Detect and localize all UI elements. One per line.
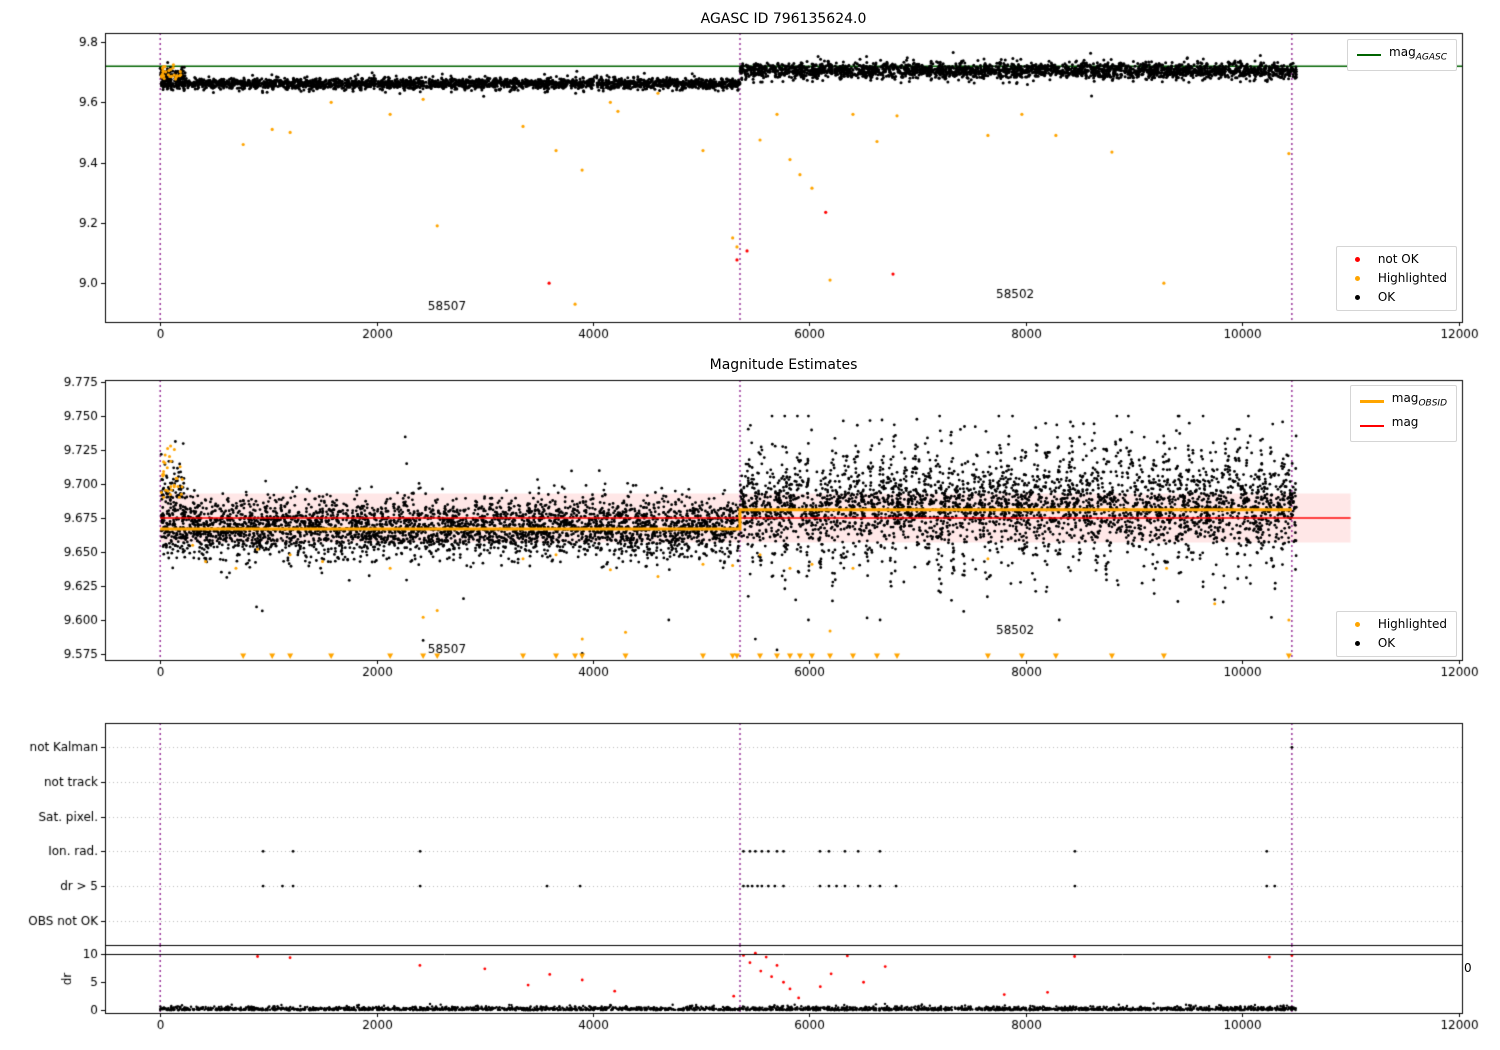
- legend-entry-mag: mag: [1359, 415, 1447, 435]
- plot1-title: AGASC ID 796135624.0: [700, 11, 867, 27]
- plot2-line-legend: magOBSID mag: [1349, 385, 1457, 442]
- legend-entry-highlighted2: Highlighted: [1346, 617, 1447, 632]
- legend-label: mag: [1391, 415, 1419, 430]
- legend-label: OK: [1377, 636, 1396, 650]
- highlighted-dot-swatch-icon: [1346, 622, 1370, 627]
- legend-label: Highlighted: [1377, 271, 1447, 285]
- plot2-title: Magnitude Estimates: [709, 357, 858, 373]
- plot1-marker-legend: not OK Highlighted OK: [1335, 246, 1457, 311]
- legend-entry-ok2: OK: [1346, 636, 1447, 651]
- mag-obsid-line-swatch-icon: [1359, 399, 1384, 403]
- legend-entry-not-ok: not OK: [1346, 252, 1447, 267]
- legend-label: OK: [1377, 290, 1396, 304]
- legend-entry-ok: OK: [1346, 290, 1447, 305]
- highlighted-dot-swatch-icon: [1346, 276, 1370, 281]
- plot2-marker-legend: Highlighted OK: [1335, 611, 1457, 657]
- ok-dot-swatch-icon: [1346, 295, 1370, 300]
- legend-entry-highlighted: Highlighted: [1346, 271, 1447, 286]
- not-ok-dot-swatch-icon: [1346, 257, 1370, 262]
- legend-entry-mag-agasc: magAGASC: [1357, 45, 1447, 65]
- plot1-line-legend: magAGASC: [1347, 39, 1457, 72]
- legend-label: magAGASC: [1389, 45, 1447, 63]
- legend-entry-mag-obsid: magOBSID: [1359, 391, 1447, 411]
- mag-agasc-line-swatch-icon: [1357, 54, 1382, 57]
- legend-label: magOBSID: [1391, 391, 1447, 409]
- legend-label: not OK: [1377, 252, 1419, 266]
- stray-zero-label: 0: [1464, 961, 1472, 975]
- ok-dot-swatch-icon: [1346, 641, 1370, 646]
- mag-line-swatch-icon: [1359, 424, 1384, 427]
- legend-label: Highlighted: [1377, 617, 1447, 631]
